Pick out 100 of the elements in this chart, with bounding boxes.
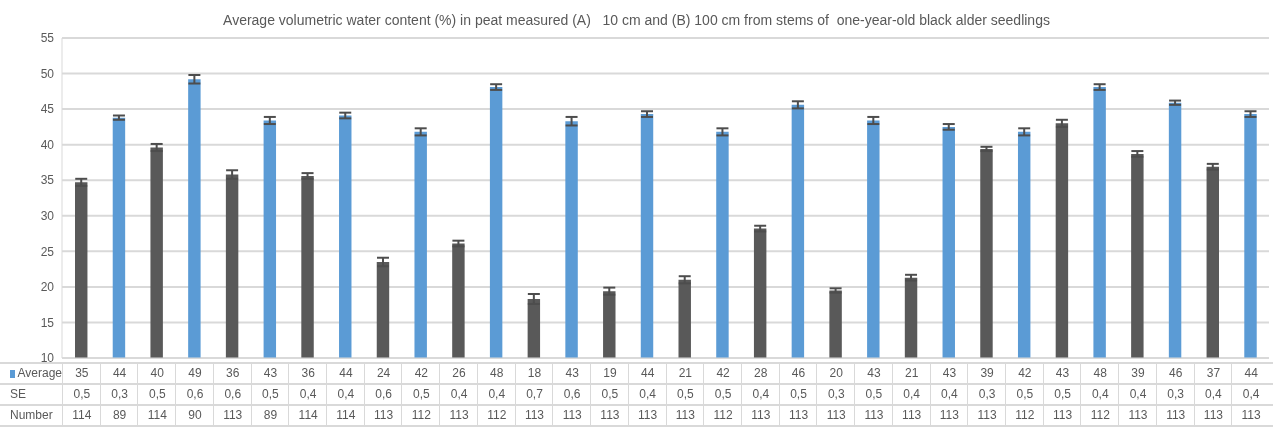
- text: 0,5: [1042, 385, 1082, 404]
- text: 0,6: [552, 385, 592, 404]
- text: 0,4: [1193, 385, 1233, 404]
- data-label: 49: [175, 364, 214, 383]
- text: 0,4: [439, 385, 478, 404]
- text: 113: [552, 406, 592, 425]
- text: 0,5: [401, 385, 441, 404]
- text: 0,4: [288, 385, 328, 404]
- data-label: 21: [891, 364, 931, 383]
- y-tick-label: 40: [40, 137, 55, 152]
- text: 0,5: [665, 385, 705, 404]
- text: 113: [891, 406, 931, 425]
- text: 0,6: [363, 385, 403, 404]
- text: Number: [10, 407, 53, 424]
- data-label: 46: [1155, 364, 1195, 383]
- text: 113: [439, 406, 478, 425]
- data-label: 48: [476, 364, 516, 383]
- data-label: 21: [665, 364, 705, 383]
- data-label: 44: [99, 364, 139, 383]
- chart-title: Average volumetric water content (%) in peat measured (A) 10 cm and (B) 100 cm from stems of one-year-old black alder seedlings: [222, 12, 1051, 28]
- text: 112: [703, 406, 742, 425]
- y-tick-label: 50: [40, 66, 55, 81]
- text: 114: [326, 406, 365, 425]
- data-label: 24: [363, 364, 403, 383]
- text: 113: [816, 406, 856, 425]
- text: 113: [778, 406, 818, 425]
- data-label: 43: [1042, 364, 1082, 383]
- text: 113: [627, 406, 667, 425]
- text: 113: [514, 406, 554, 425]
- text: 114: [62, 406, 101, 425]
- text: 113: [1042, 406, 1082, 425]
- text: 112: [476, 406, 516, 425]
- text: 112: [401, 406, 441, 425]
- text: 0,4: [1118, 385, 1157, 404]
- data-label: 44: [326, 364, 365, 383]
- y-tick-label: 35: [40, 173, 55, 188]
- data-label: 39: [967, 364, 1006, 383]
- data-label: 35: [62, 364, 101, 383]
- text: 113: [967, 406, 1006, 425]
- text: 0,5: [250, 385, 290, 404]
- text: 0,5: [1004, 385, 1044, 404]
- text: 113: [590, 406, 629, 425]
- data-label: 42: [1004, 364, 1044, 383]
- y-tick-label: 25: [40, 244, 55, 259]
- text: SE: [10, 386, 27, 403]
- text: 113: [1231, 406, 1270, 425]
- text: 112: [1080, 406, 1120, 425]
- text: 0,3: [1155, 385, 1195, 404]
- text: 0,5: [590, 385, 629, 404]
- text: 0,3: [99, 385, 139, 404]
- text: 0,5: [854, 385, 893, 404]
- data-label: 43: [552, 364, 592, 383]
- text: 112: [1004, 406, 1044, 425]
- text: 90: [175, 406, 214, 425]
- data-label: 26: [439, 364, 478, 383]
- text: 113: [1193, 406, 1233, 425]
- text: 89: [99, 406, 139, 425]
- text: 113: [212, 406, 252, 425]
- text: 0,4: [929, 385, 969, 404]
- text: 0,3: [816, 385, 856, 404]
- text: 113: [929, 406, 969, 425]
- data-label: 28: [740, 364, 780, 383]
- text: 0,6: [175, 385, 214, 404]
- y-tick-label: 30: [40, 209, 55, 224]
- data-label: 19: [590, 364, 629, 383]
- text: 0,4: [1231, 385, 1270, 404]
- data-label: 36: [212, 364, 252, 383]
- text: 114: [137, 406, 177, 425]
- text: 113: [1155, 406, 1195, 425]
- text: 113: [665, 406, 705, 425]
- data-label: 43: [854, 364, 893, 383]
- data-label: 46: [778, 364, 818, 383]
- text: 0,5: [62, 385, 101, 404]
- text: 0,4: [627, 385, 667, 404]
- text: 113: [854, 406, 893, 425]
- data-label: 42: [401, 364, 441, 383]
- y-tick-label: 45: [40, 102, 55, 117]
- data-label: 37: [1193, 364, 1233, 383]
- text: 0,5: [703, 385, 742, 404]
- data-label: 43: [929, 364, 969, 383]
- text: 0,5: [778, 385, 818, 404]
- text: 0,7: [514, 385, 554, 404]
- data-label: 42: [703, 364, 742, 383]
- text: 113: [740, 406, 780, 425]
- data-label: 43: [250, 364, 290, 383]
- text: 0,4: [476, 385, 516, 404]
- data-label: 44: [1231, 364, 1270, 383]
- text: 89: [250, 406, 290, 425]
- legend-label: Average: [17, 365, 62, 382]
- y-tick-label: 10: [40, 351, 55, 366]
- text: 114: [288, 406, 328, 425]
- text: 0,4: [740, 385, 780, 404]
- data-label: 39: [1118, 364, 1157, 383]
- data-label: 36: [288, 364, 328, 383]
- data-label: 20: [816, 364, 856, 383]
- text: 113: [1118, 406, 1157, 425]
- data-label: 48: [1080, 364, 1120, 383]
- y-tick-label: 15: [40, 315, 55, 330]
- y-tick-label: 20: [40, 280, 55, 295]
- text: 0,5: [137, 385, 177, 404]
